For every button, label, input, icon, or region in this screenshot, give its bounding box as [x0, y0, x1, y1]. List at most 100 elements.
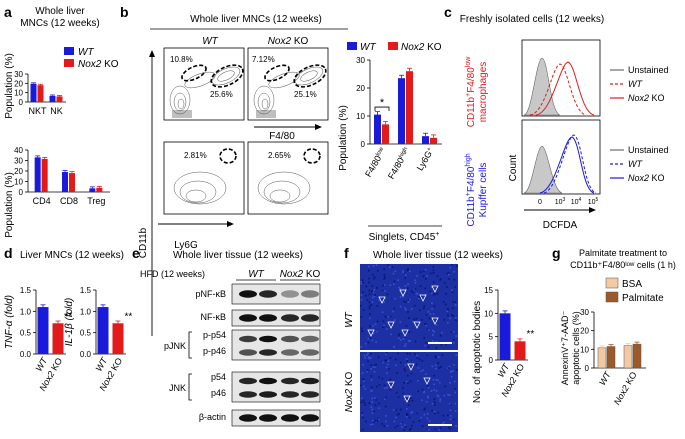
texture-dot [384, 398, 386, 400]
blot-label-pp46: p-p46 [203, 346, 226, 356]
blot-label-pp54: p-p54 [203, 330, 226, 340]
texture-dot [455, 319, 457, 321]
texture-dot [453, 278, 456, 281]
apoptotic-markers [367, 285, 439, 403]
texture-dot [419, 271, 422, 273]
texture-dot [434, 364, 437, 367]
texture-dot [447, 273, 450, 276]
marker-icon [413, 321, 421, 329]
texture-dot [455, 369, 458, 371]
texture-dot [452, 364, 455, 366]
blot-bracket-pjnk [188, 331, 192, 359]
texture-dot [411, 399, 414, 402]
texture-dot [364, 357, 367, 359]
texture-dot [435, 367, 437, 370]
texture-dot [406, 269, 408, 272]
legend-label-ko: Nox2 KO [78, 59, 119, 70]
bar [499, 313, 511, 360]
texture-dot [417, 367, 420, 369]
texture-dot [360, 304, 362, 307]
texture-dot [441, 331, 443, 334]
texture-dot [368, 301, 371, 304]
legend-c-top-wt: WT [628, 79, 643, 89]
texture-dot [360, 346, 362, 348]
marker-icon [423, 377, 431, 385]
texture-dot [408, 400, 410, 402]
hist-top-wt [529, 63, 587, 116]
panel-letter-f: f [344, 245, 349, 261]
hist-x-label: DCFDA [543, 220, 578, 231]
chart-b-x-sublabel: Singlets, CD45+ [369, 231, 440, 243]
texture-dot [433, 293, 435, 296]
texture-dot [386, 293, 389, 296]
texture-dot [453, 380, 456, 383]
texture-dot [452, 331, 455, 333]
texture-dot [398, 333, 401, 335]
texture-dot [418, 420, 421, 422]
texture-dot [405, 308, 407, 311]
texture-dot [400, 339, 402, 341]
hist-tick-2: 104 [571, 197, 582, 206]
texture-dot [434, 355, 437, 357]
texture-dot [396, 372, 398, 374]
panel-c-bottom-ylabel1: CD11b+F4/80high [465, 153, 477, 226]
texture-dot [373, 277, 375, 280]
texture-dot [391, 266, 394, 268]
bar [623, 345, 633, 369]
legend-swatch-ko [64, 59, 74, 67]
texture-dot [424, 342, 427, 344]
texture-dot [455, 335, 458, 337]
flow-contours-bottom [173, 171, 311, 205]
micro-row-wt: WT [344, 311, 355, 327]
texture-dot [402, 270, 404, 272]
x-tick-label: NK [50, 106, 63, 116]
texture-dot [401, 421, 403, 423]
texture-dot [378, 384, 381, 386]
texture-dot [398, 334, 400, 337]
texture-dot [394, 426, 397, 429]
texture-dot [424, 407, 426, 410]
y-tick-label: 0 [585, 364, 590, 373]
bar [49, 95, 56, 102]
y-tick-label: 0.0 [80, 350, 92, 359]
flow-dots-top [172, 110, 276, 118]
texture-dot [362, 363, 364, 366]
texture-dot [408, 317, 410, 319]
texture-dot [439, 334, 442, 337]
legend-c-bottom-unstained: Unstained [628, 145, 669, 155]
texture-dot [423, 391, 425, 394]
texture-dot [454, 304, 457, 306]
texture-dot [419, 358, 421, 361]
blot-band [239, 290, 257, 298]
texture-dot [389, 388, 392, 391]
texture-dot [369, 337, 372, 339]
chart-g-ylabel1: AnnexinV⁺7-AAD⁻ [560, 310, 570, 385]
texture-dot [447, 367, 450, 369]
flow-y-arrow-icon [149, 50, 155, 57]
y-tick-label: 0 [489, 356, 494, 365]
blot-band [239, 349, 257, 356]
gate-label-ko-high: 25.1% [294, 90, 317, 99]
texture-dot [443, 394, 446, 397]
y-tick-label: 0 [361, 140, 366, 149]
texture-dot [442, 422, 444, 425]
blot-bracket-jnk [188, 373, 192, 401]
panel-c-top-ylabel1: CD11b+F4/80low [465, 56, 477, 128]
y-tick-label: 20 [14, 167, 23, 176]
texture-dot [415, 317, 418, 320]
texture-dot [398, 286, 400, 289]
texture-dot [364, 420, 367, 423]
hist-tick-1: 103 [555, 197, 566, 206]
texture-dot [415, 292, 418, 295]
texture-dot [383, 387, 386, 390]
texture-dot [362, 385, 365, 388]
y-tick-label: 40 [14, 146, 23, 155]
texture-dot [407, 404, 410, 407]
y-tick-label: 20 [14, 79, 23, 88]
texture-dot [439, 398, 442, 401]
texture-dot [403, 382, 405, 384]
y-tick-label: 10 [14, 89, 23, 98]
texture-dot [423, 408, 426, 411]
